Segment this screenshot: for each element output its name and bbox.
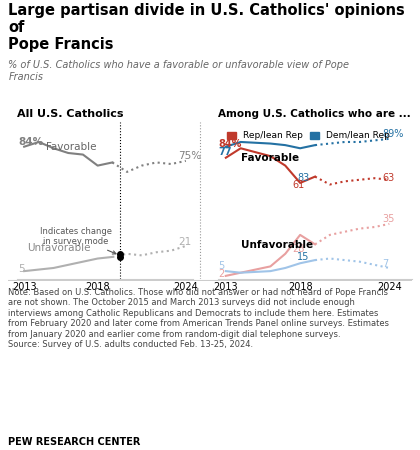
Text: 83: 83 (297, 173, 310, 183)
Text: 21: 21 (178, 237, 192, 247)
Text: 5: 5 (18, 264, 25, 274)
Text: 61: 61 (293, 180, 305, 190)
Text: Favorable: Favorable (46, 142, 97, 152)
Text: Note: Based on U.S. Catholics. Those who did not answer or had not heard of Pope: Note: Based on U.S. Catholics. Those who… (8, 288, 389, 349)
Text: Indicates change
in survey mode: Indicates change in survey mode (39, 227, 116, 254)
Text: 5: 5 (218, 261, 225, 271)
Text: 28: 28 (293, 244, 305, 254)
Text: 15: 15 (297, 252, 310, 262)
Text: 2: 2 (218, 270, 225, 279)
Text: 35: 35 (382, 214, 394, 224)
Text: 63: 63 (382, 173, 394, 183)
Legend: Rep/lean Rep, Dem/lean Rep: Rep/lean Rep, Dem/lean Rep (223, 128, 394, 144)
Text: Among U.S. Catholics who are ...: Among U.S. Catholics who are ... (218, 109, 411, 119)
Text: 84%: 84% (218, 139, 242, 148)
Text: % of U.S. Catholics who have a favorable or unfavorable view of Pope
Francis: % of U.S. Catholics who have a favorable… (8, 60, 349, 82)
Text: 84%: 84% (18, 137, 43, 147)
Text: Unfavorable: Unfavorable (27, 243, 91, 252)
Text: Unfavorable: Unfavorable (241, 239, 313, 249)
Text: 89%: 89% (382, 129, 403, 139)
Text: Favorable: Favorable (241, 153, 299, 163)
Text: All U.S. Catholics: All U.S. Catholics (17, 109, 123, 119)
Text: Large partisan divide in U.S. Catholics' opinions of
Pope Francis: Large partisan divide in U.S. Catholics'… (8, 3, 405, 52)
Text: 77: 77 (218, 147, 232, 157)
Text: 7: 7 (382, 259, 388, 269)
Text: PEW RESEARCH CENTER: PEW RESEARCH CENTER (8, 437, 141, 447)
Text: 75%: 75% (178, 151, 202, 161)
